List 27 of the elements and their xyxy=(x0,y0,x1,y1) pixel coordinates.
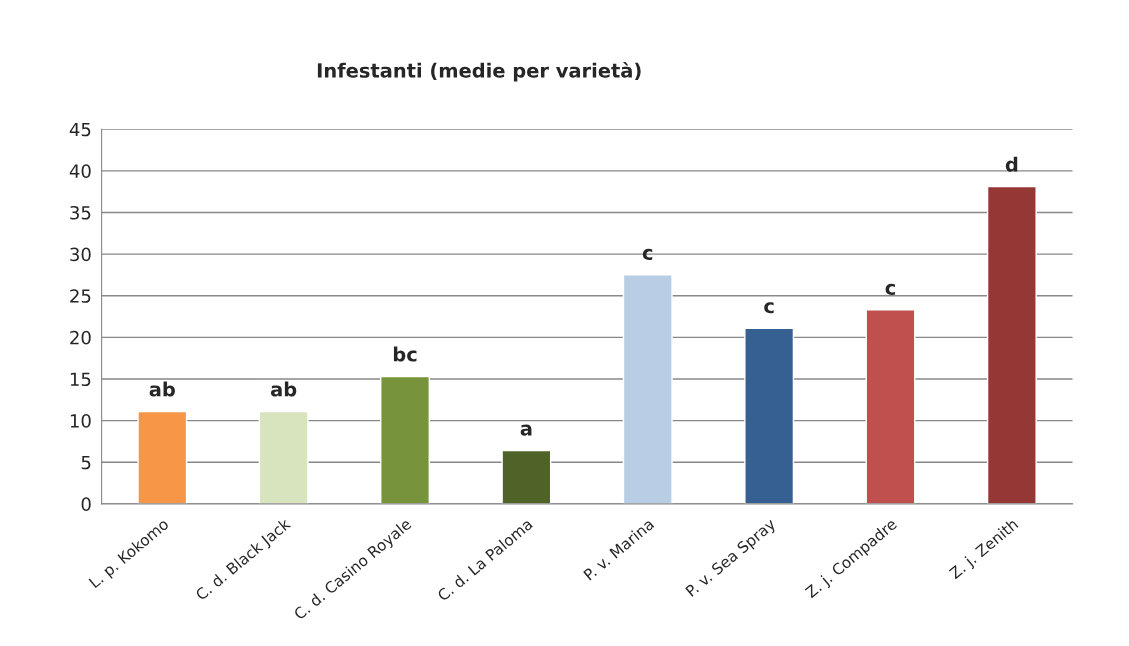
bar xyxy=(258,410,309,504)
y-tick-label: 10 xyxy=(70,414,91,428)
annotation: ab xyxy=(270,381,297,397)
bar xyxy=(744,327,795,504)
annotation: c xyxy=(885,283,895,295)
bar xyxy=(501,449,552,504)
bar xyxy=(380,375,430,504)
y-tick-label: 45 xyxy=(69,122,91,137)
annotation: d xyxy=(1005,156,1018,172)
y-tick-label: 0 xyxy=(81,497,91,511)
y-tick-label: 15 xyxy=(70,372,91,387)
annotation: ab xyxy=(149,381,175,397)
y-tick-label: 30 xyxy=(70,247,91,262)
y-tick-label: 5 xyxy=(81,455,91,470)
bar xyxy=(865,309,916,504)
annotation: bc xyxy=(393,346,417,362)
y-tick-label: 25 xyxy=(70,289,91,303)
annotation: c xyxy=(642,248,653,261)
y-tick-label: 20 xyxy=(70,330,91,345)
bar xyxy=(137,410,188,504)
bar xyxy=(622,274,673,504)
chart-title: Infestanti (medie per varietà) xyxy=(317,61,641,82)
annotation: a xyxy=(520,424,532,436)
annotation: c xyxy=(764,302,774,314)
y-tick-label: 40 xyxy=(69,164,91,178)
bar xyxy=(986,185,1037,504)
y-tick-label: 35 xyxy=(70,205,91,220)
